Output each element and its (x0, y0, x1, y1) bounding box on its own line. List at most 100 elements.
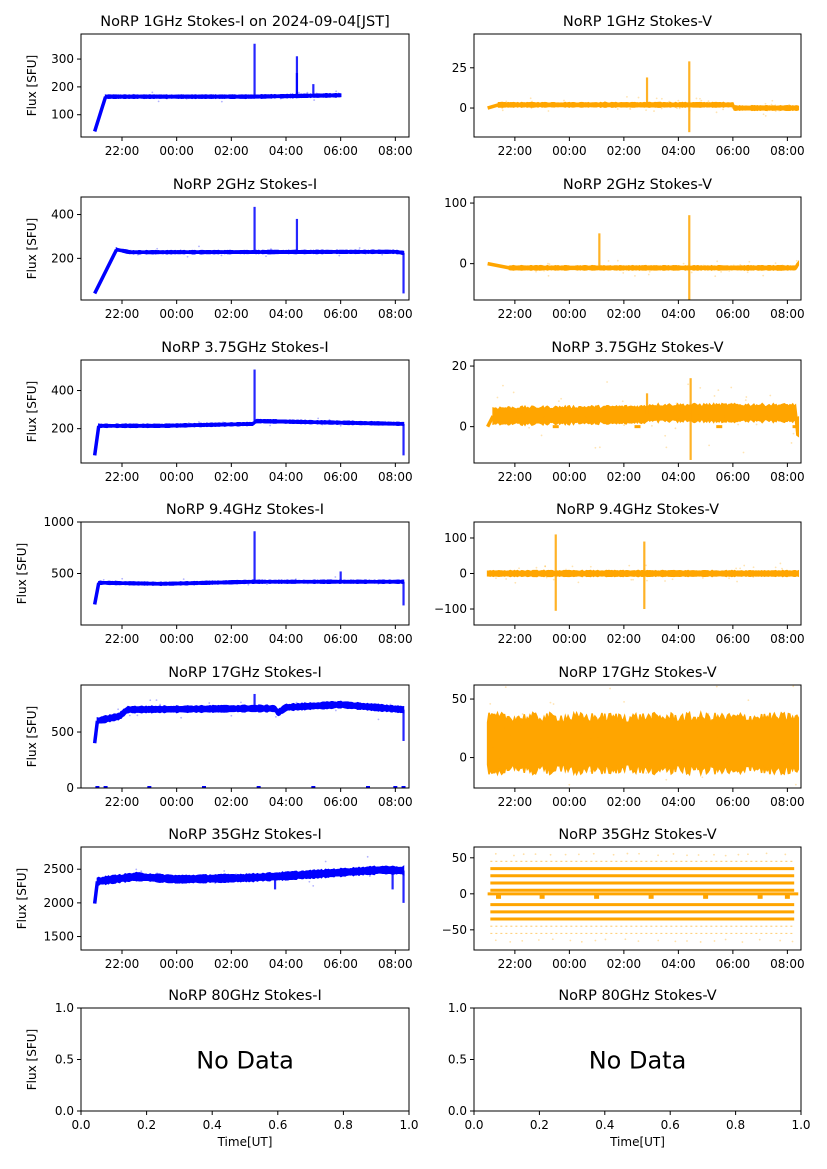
panel-title: NoRP 17GHz Stokes-I (168, 665, 322, 681)
zero-marker (757, 893, 763, 899)
data-point (648, 270, 651, 273)
data-point (204, 94, 206, 96)
data-point (674, 940, 677, 943)
data-point (124, 422, 127, 425)
data-point (518, 417, 521, 420)
y-axis-label: Flux [SFU] (15, 543, 29, 604)
y-axis-label: Flux [SFU] (25, 218, 39, 279)
data-point (197, 252, 200, 254)
data-point (500, 101, 503, 104)
data-point (764, 114, 767, 117)
x-tick-label: 0.6 (661, 1118, 680, 1132)
data-point (569, 939, 572, 942)
panel-3-75ghz-v: NoRP 3.75GHz Stokes-V 0 20 22:00 00:00 02:00 0… (452, 340, 805, 484)
x-tick-label: 04:00 (661, 795, 696, 809)
data-point (713, 395, 716, 397)
x-tick-label: 0.8 (334, 1118, 353, 1132)
data-point (739, 567, 742, 570)
data-point (723, 267, 725, 269)
panel-title: NoRP 9.4GHz Stokes-I (166, 502, 324, 518)
panel-title: NoRP 2GHz Stokes-V (563, 177, 712, 193)
data-point (678, 107, 681, 110)
x-tick-label: 04:00 (269, 632, 304, 646)
data-point (312, 884, 315, 887)
data-point (599, 265, 602, 268)
data-point (730, 386, 733, 389)
data-point (770, 103, 773, 106)
data-point (723, 415, 726, 418)
x-tick-label: 22:00 (105, 795, 140, 809)
data-point (501, 107, 504, 110)
data-point (514, 581, 517, 584)
panel-title: NoRP 17GHz Stokes-V (558, 665, 716, 681)
data-point (732, 264, 735, 267)
y-tick-label: 0 (459, 257, 467, 271)
data-point (549, 853, 552, 856)
data-point (653, 569, 656, 572)
series-stokes-i (93, 206, 405, 295)
data-point (266, 583, 268, 586)
data-point (248, 581, 251, 583)
data-point (580, 940, 583, 943)
data-point (565, 571, 567, 573)
data-point (245, 872, 248, 875)
data-point (754, 267, 757, 270)
axes-frame (80, 33, 410, 138)
panel-title: NoRP 80GHz Stokes-I (168, 988, 322, 1004)
data-point (699, 941, 702, 943)
data-point (132, 93, 135, 96)
y-tick-label: 0.0 (55, 1104, 74, 1118)
zero-marker (103, 786, 108, 788)
zero-marker (792, 425, 799, 429)
y-tick-label: 100 (444, 196, 467, 210)
data-point (774, 262, 777, 264)
data-point (774, 566, 777, 569)
data-point (717, 736, 719, 738)
data-point (577, 853, 580, 856)
x-tick-label: 06:00 (323, 632, 358, 646)
data-point (539, 264, 542, 267)
data-point (628, 564, 631, 567)
data-point (629, 108, 632, 111)
data-point (766, 108, 769, 111)
data-point (335, 90, 338, 93)
data-point (624, 938, 627, 941)
data-point (251, 95, 254, 98)
data-point (707, 100, 710, 103)
data-point (609, 687, 611, 690)
data-point (349, 705, 352, 707)
data-point (773, 713, 776, 716)
data-point (102, 578, 105, 581)
data-point (724, 854, 727, 857)
x-tick-label: 1.0 (399, 1118, 418, 1132)
data-point (323, 92, 325, 95)
data-point (558, 266, 561, 269)
data-point (520, 723, 523, 726)
data-point (687, 383, 690, 386)
plot-area (92, 855, 405, 904)
data-point (256, 705, 259, 708)
data-point (274, 877, 277, 879)
data-point (239, 251, 242, 254)
data-point (653, 101, 656, 104)
panel-9-4ghz-v: NoRP 9.4GHz Stokes-V −100 0 100 22:00 00:00 02… (434, 502, 805, 646)
data-point (557, 662, 559, 664)
no-data-annotation: No Data (196, 1047, 294, 1075)
data-point (660, 569, 662, 572)
data-point (223, 870, 226, 872)
y-tick-label: 20 (452, 359, 467, 373)
data-point (637, 940, 640, 943)
data-point (151, 91, 154, 94)
series-stokes-v (486, 662, 800, 786)
data-point (547, 274, 550, 277)
data-point (766, 415, 768, 417)
data-point (337, 92, 340, 95)
data-point (564, 853, 567, 856)
series-stokes-v (487, 215, 800, 300)
data-point (616, 259, 619, 262)
data-point (791, 940, 794, 943)
x-axis-label: Time[UT] (609, 1135, 665, 1149)
data-point (503, 726, 506, 729)
data-point (660, 97, 663, 100)
data-point (577, 756, 580, 759)
